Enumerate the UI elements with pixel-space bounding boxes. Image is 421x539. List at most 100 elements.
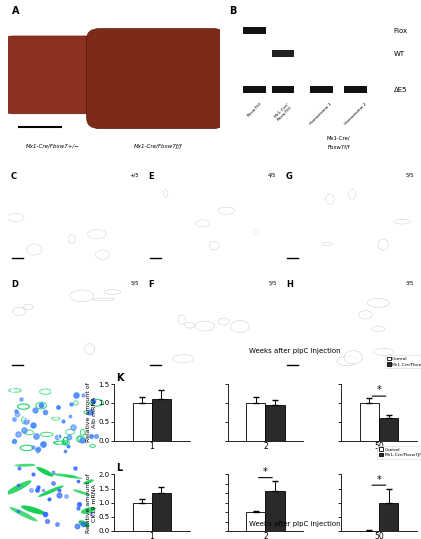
Bar xyxy=(272,86,294,93)
Bar xyxy=(133,503,152,531)
Bar xyxy=(133,403,152,440)
Text: 4/5: 4/5 xyxy=(268,172,277,177)
Ellipse shape xyxy=(81,507,96,514)
Ellipse shape xyxy=(373,348,394,355)
Text: H: H xyxy=(286,280,293,289)
Text: 5/5: 5/5 xyxy=(131,280,139,285)
Bar xyxy=(379,418,398,440)
Text: G: G xyxy=(286,172,293,182)
Ellipse shape xyxy=(65,476,83,479)
Ellipse shape xyxy=(378,239,388,250)
Ellipse shape xyxy=(368,299,389,308)
Ellipse shape xyxy=(13,307,25,316)
Ellipse shape xyxy=(349,189,356,199)
Ellipse shape xyxy=(178,315,186,324)
Text: L: L xyxy=(116,463,123,473)
Ellipse shape xyxy=(38,486,64,497)
Text: 5/5: 5/5 xyxy=(268,280,277,285)
Ellipse shape xyxy=(10,507,37,521)
Text: WT: WT xyxy=(394,51,405,57)
Text: Fbxw7f/f: Fbxw7f/f xyxy=(327,144,350,149)
Text: Flox: Flox xyxy=(394,28,408,34)
Bar xyxy=(344,86,367,93)
Ellipse shape xyxy=(322,242,332,245)
Ellipse shape xyxy=(163,190,168,198)
Bar xyxy=(243,86,266,93)
Ellipse shape xyxy=(104,290,121,294)
Ellipse shape xyxy=(37,467,53,476)
Text: F: F xyxy=(149,280,154,289)
Y-axis label: Relative amount of
Alb mRNA: Relative amount of Alb mRNA xyxy=(86,383,97,442)
Ellipse shape xyxy=(73,489,91,495)
FancyBboxPatch shape xyxy=(2,36,104,114)
Ellipse shape xyxy=(337,356,357,365)
FancyBboxPatch shape xyxy=(87,29,226,128)
Text: A: A xyxy=(12,6,19,16)
Ellipse shape xyxy=(96,250,109,259)
Text: Weeks after pIpC injection: Weeks after pIpC injection xyxy=(249,348,341,354)
Ellipse shape xyxy=(78,520,90,527)
Text: +/5: +/5 xyxy=(130,172,139,177)
Ellipse shape xyxy=(218,207,235,215)
Text: Mx1-Cre/Fbxw7+/−: Mx1-Cre/Fbxw7+/− xyxy=(26,144,80,149)
Text: I: I xyxy=(11,387,13,396)
Text: BD: BD xyxy=(23,415,33,421)
Ellipse shape xyxy=(344,351,362,364)
Ellipse shape xyxy=(85,344,95,355)
Bar xyxy=(243,27,266,34)
Ellipse shape xyxy=(7,213,24,222)
Text: Mx1-Cre/: Mx1-Cre/ xyxy=(327,135,350,140)
Ellipse shape xyxy=(68,234,75,244)
Text: +/5: +/5 xyxy=(93,387,102,392)
Text: *: * xyxy=(263,467,268,477)
Text: 3/5: 3/5 xyxy=(406,280,414,285)
Ellipse shape xyxy=(21,506,45,515)
Text: J: J xyxy=(11,461,13,471)
Ellipse shape xyxy=(24,305,33,309)
Text: E: E xyxy=(149,172,154,182)
Bar xyxy=(310,86,333,93)
Ellipse shape xyxy=(70,290,94,302)
Text: Hamartoma 2: Hamartoma 2 xyxy=(344,102,368,126)
Ellipse shape xyxy=(253,230,258,234)
Bar xyxy=(379,503,398,531)
Bar xyxy=(246,512,265,531)
Text: PV: PV xyxy=(75,415,84,421)
Legend: Control, Mx1-Cre/Fbxw7ƒ/ƒ: Control, Mx1-Cre/Fbxw7ƒ/ƒ xyxy=(385,355,421,368)
Text: C: C xyxy=(11,172,17,182)
Bar xyxy=(265,492,285,531)
Bar xyxy=(360,403,379,440)
Ellipse shape xyxy=(195,321,215,331)
Y-axis label: Relative amount of
CK19 mRNA: Relative amount of CK19 mRNA xyxy=(86,473,97,533)
Legend: Control, Mx1-Cre/Fbxw7ƒ/ƒ: Control, Mx1-Cre/Fbxw7ƒ/ƒ xyxy=(377,446,421,459)
Text: Mx1-Cre/
Fbxw7f/f: Mx1-Cre/ Fbxw7f/f xyxy=(273,102,293,122)
Ellipse shape xyxy=(172,355,194,363)
Bar xyxy=(265,405,285,440)
Text: *: * xyxy=(376,385,381,396)
Ellipse shape xyxy=(88,230,107,239)
Ellipse shape xyxy=(196,220,210,227)
Text: *: * xyxy=(376,475,381,485)
Ellipse shape xyxy=(185,322,195,328)
Text: Hamartoma 1: Hamartoma 1 xyxy=(309,102,333,126)
Bar xyxy=(152,399,171,440)
Ellipse shape xyxy=(83,479,94,484)
Text: D: D xyxy=(11,280,18,289)
Ellipse shape xyxy=(209,241,219,250)
Text: ΔE5: ΔE5 xyxy=(394,87,408,93)
Ellipse shape xyxy=(231,321,249,333)
Text: 5/5: 5/5 xyxy=(93,461,102,467)
Ellipse shape xyxy=(15,464,36,467)
Ellipse shape xyxy=(27,244,42,255)
Text: 5/5: 5/5 xyxy=(405,172,414,177)
Ellipse shape xyxy=(93,298,115,301)
Ellipse shape xyxy=(53,473,77,478)
Bar xyxy=(272,51,294,57)
Bar xyxy=(152,493,171,531)
Ellipse shape xyxy=(359,310,372,319)
Ellipse shape xyxy=(325,194,334,204)
Text: Mx1-Cre/Fbxw7ƒ/ƒ: Mx1-Cre/Fbxw7ƒ/ƒ xyxy=(134,144,183,149)
Text: Fbxw7f/f: Fbxw7f/f xyxy=(246,102,262,118)
Text: Weeks after pIpC injection: Weeks after pIpC injection xyxy=(249,521,341,527)
Ellipse shape xyxy=(393,219,410,224)
